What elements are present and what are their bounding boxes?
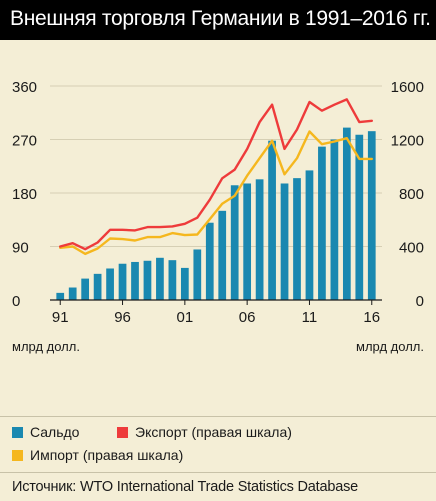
x-tick-label: 06 — [239, 309, 256, 326]
axes: 0 0 90 400 180 800 270 1200 360 1600 91 96 01 06 11 16 — [12, 79, 424, 326]
y-left-tick-label: 0 — [12, 293, 20, 310]
bar-saldo — [243, 183, 252, 300]
bar-saldo — [355, 134, 364, 300]
bar-saldo — [293, 178, 301, 300]
bar-saldo — [280, 183, 289, 300]
legend-label-export: Экспорт (правая шкала) — [135, 424, 292, 440]
bar-saldo — [180, 267, 189, 300]
bar-saldo — [255, 179, 264, 300]
legend: Сальдо Экспорт (правая шкала) Импорт (пр… — [0, 416, 436, 472]
legend-item-import: Импорт (правая шкала) — [12, 447, 183, 463]
page-title: Внешняя торговля Германии в 1991–2016 гг… — [10, 7, 431, 30]
bar-saldo — [318, 146, 326, 300]
source-note: Источник: WTO International Trade Statis… — [0, 472, 436, 501]
bar-saldo — [268, 140, 276, 300]
x-tick-label: 11 — [302, 309, 318, 326]
x-tick-label: 91 — [52, 309, 69, 326]
bar-saldo — [93, 273, 102, 300]
bar-saldo — [230, 185, 239, 300]
right-axis-unit: млрд долл. — [356, 339, 424, 354]
legend-label-saldo: Сальдо — [30, 424, 80, 440]
left-axis-unit: млрд долл. — [12, 339, 80, 354]
bars — [56, 127, 376, 300]
bar-saldo — [131, 261, 139, 300]
source-text: Источник: WTO International Trade Statis… — [12, 479, 359, 495]
y-right-tick-label: 400 — [399, 240, 424, 257]
bar-saldo — [367, 131, 376, 300]
legend-swatch-export — [117, 426, 128, 438]
grid — [50, 85, 382, 247]
y-left-tick-label: 360 — [12, 79, 37, 96]
bar-saldo — [118, 263, 127, 300]
legend-label-import: Импорт (правая шкала) — [30, 447, 184, 463]
bar-saldo — [205, 222, 214, 300]
bar-saldo — [81, 278, 90, 300]
y-right-tick-label: 1200 — [391, 133, 424, 150]
legend-swatch-saldo — [12, 426, 23, 438]
y-left-tick-label: 270 — [12, 133, 37, 150]
bar-saldo — [218, 210, 227, 300]
bar-saldo — [143, 260, 152, 300]
x-tick-label: 96 — [114, 309, 131, 326]
bar-saldo — [156, 257, 164, 300]
legend-swatch-import — [12, 449, 23, 461]
y-left-tick-label: 90 — [12, 240, 29, 257]
legend-item-saldo: Сальдо — [12, 424, 79, 440]
legend-item-export: Экспорт (правая шкала) — [117, 424, 292, 440]
bar-saldo — [305, 170, 314, 300]
title-bar: Внешняя торговля Германии в 1991–2016 гг… — [0, 0, 436, 40]
x-tick-label: 16 — [363, 309, 380, 326]
bar-saldo — [168, 260, 177, 300]
y-left-tick-label: 180 — [12, 186, 37, 203]
bar-saldo — [193, 249, 202, 300]
bar-saldo — [342, 127, 351, 300]
x-tick-label: 01 — [177, 309, 194, 326]
chart: 0 0 90 400 180 800 270 1200 360 1600 91 96 01 06 11 16 — [12, 79, 424, 326]
bar-saldo — [56, 292, 65, 300]
line-import — [59, 130, 373, 256]
y-right-tick-label: 0 — [416, 293, 424, 310]
bar-saldo — [106, 268, 114, 300]
lines — [59, 98, 373, 256]
y-right-tick-label: 1600 — [391, 79, 424, 96]
bar-saldo — [68, 287, 77, 300]
line-export — [59, 98, 373, 251]
y-right-tick-label: 800 — [399, 186, 424, 203]
bar-saldo — [330, 139, 339, 300]
